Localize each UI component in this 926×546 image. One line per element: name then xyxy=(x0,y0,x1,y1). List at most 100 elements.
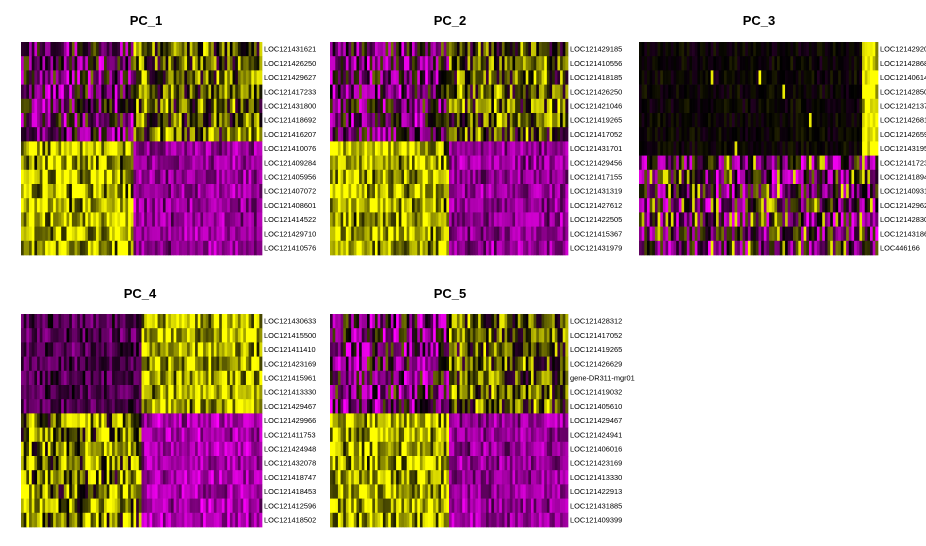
heatmap-cell xyxy=(857,198,860,213)
heatmap-cell xyxy=(123,113,126,128)
heatmap-cell xyxy=(520,42,523,57)
heatmap-cell xyxy=(557,227,560,242)
heatmap-cell xyxy=(475,241,478,256)
gene-label: LOC121431979 xyxy=(570,244,622,253)
heatmap-cell xyxy=(123,328,126,343)
heatmap-cell xyxy=(246,85,249,100)
heatmap-cell xyxy=(788,212,791,227)
heatmap-cell xyxy=(452,184,455,199)
heatmap-cell xyxy=(333,70,336,85)
heatmap-cell xyxy=(230,241,233,256)
heatmap-cell xyxy=(131,42,134,57)
heatmap-cell xyxy=(21,399,24,414)
heatmap-cell xyxy=(386,241,389,256)
heatmap-cell xyxy=(655,99,658,114)
heatmap-cell xyxy=(378,56,381,71)
heatmap-cell xyxy=(48,184,51,199)
heatmap-cell xyxy=(465,85,468,100)
heatmap-cell xyxy=(875,56,878,71)
heatmap-cell xyxy=(512,42,515,57)
heatmap-cell xyxy=(107,156,110,171)
heatmap-cell xyxy=(703,85,706,100)
heatmap-cell xyxy=(804,170,807,185)
heatmap-cell xyxy=(243,56,246,71)
heatmap-cell xyxy=(351,184,354,199)
heatmap-cell xyxy=(851,156,854,171)
heatmap-cell xyxy=(396,227,399,242)
heatmap-cell xyxy=(125,328,128,343)
heatmap-cell xyxy=(246,342,249,357)
heatmap-cell xyxy=(491,198,494,213)
heatmap-cell xyxy=(214,113,217,128)
heatmap-cell xyxy=(642,141,645,156)
heatmap-cell xyxy=(743,56,746,71)
heatmap-cell xyxy=(147,385,150,400)
heatmap-cell xyxy=(732,212,735,227)
heatmap-cell xyxy=(147,170,150,185)
heatmap-cell xyxy=(112,198,115,213)
heatmap-cell xyxy=(367,184,370,199)
heatmap-cell xyxy=(639,198,642,213)
heatmap-cell xyxy=(671,99,674,114)
heatmap-cell xyxy=(24,170,27,185)
heatmap-cell xyxy=(478,198,481,213)
heatmap-cell xyxy=(174,184,177,199)
heatmap-cell xyxy=(206,357,209,372)
heatmap-cell xyxy=(85,156,88,171)
heatmap-cell xyxy=(820,241,823,256)
heatmap-cell xyxy=(785,156,788,171)
heatmap-cell xyxy=(518,227,521,242)
heatmap-cell xyxy=(462,127,465,142)
heatmap-cell xyxy=(780,99,783,114)
heatmap-cell xyxy=(241,170,244,185)
heatmap-cell xyxy=(851,113,854,128)
heatmap-cell xyxy=(354,56,357,71)
heatmap-cell xyxy=(446,212,449,227)
heatmap-cell xyxy=(198,428,201,443)
heatmap-cell xyxy=(489,56,492,71)
heatmap-cell xyxy=(37,385,40,400)
heatmap-cell xyxy=(687,141,690,156)
heatmap-cell xyxy=(26,170,29,185)
heatmap-cell xyxy=(32,342,35,357)
heatmap-cell xyxy=(341,212,344,227)
heatmap-cell xyxy=(117,241,120,256)
heatmap-cell xyxy=(708,127,711,142)
heatmap-cell xyxy=(91,170,94,185)
heatmap-cell xyxy=(24,184,27,199)
heatmap-cell xyxy=(468,184,471,199)
heatmap-cell xyxy=(502,170,505,185)
heatmap-cell xyxy=(214,385,217,400)
heatmap-cell xyxy=(251,170,254,185)
heatmap-cell xyxy=(563,42,566,57)
heatmap-cell xyxy=(412,241,415,256)
heatmap-cell xyxy=(449,99,452,114)
heatmap-cell xyxy=(243,42,246,57)
heatmap-cell xyxy=(449,227,452,242)
heatmap-cell xyxy=(99,42,102,57)
heatmap-cell xyxy=(131,428,134,443)
heatmap-cell xyxy=(652,170,655,185)
heatmap-cell xyxy=(133,442,136,457)
heatmap-cell xyxy=(830,241,833,256)
heatmap-cell xyxy=(430,70,433,85)
heatmap-cell xyxy=(528,99,531,114)
heatmap-cell xyxy=(449,141,452,156)
heatmap-cell xyxy=(846,113,849,128)
heatmap-cell xyxy=(774,212,777,227)
heatmap-cell xyxy=(225,70,228,85)
heatmap-cell xyxy=(666,156,669,171)
heatmap-cell xyxy=(259,399,262,414)
heatmap-cell xyxy=(77,399,80,414)
heatmap-cell xyxy=(77,198,80,213)
heatmap-cell xyxy=(257,127,260,142)
heatmap-cell xyxy=(870,42,873,57)
heatmap-cell xyxy=(796,141,799,156)
heatmap-cell xyxy=(870,99,873,114)
heatmap-cell xyxy=(531,212,534,227)
heatmap-cell xyxy=(849,56,852,71)
heatmap-cell xyxy=(109,241,112,256)
heatmap-cell xyxy=(179,428,182,443)
heatmap-cell xyxy=(375,212,378,227)
heatmap-cell xyxy=(822,113,825,128)
